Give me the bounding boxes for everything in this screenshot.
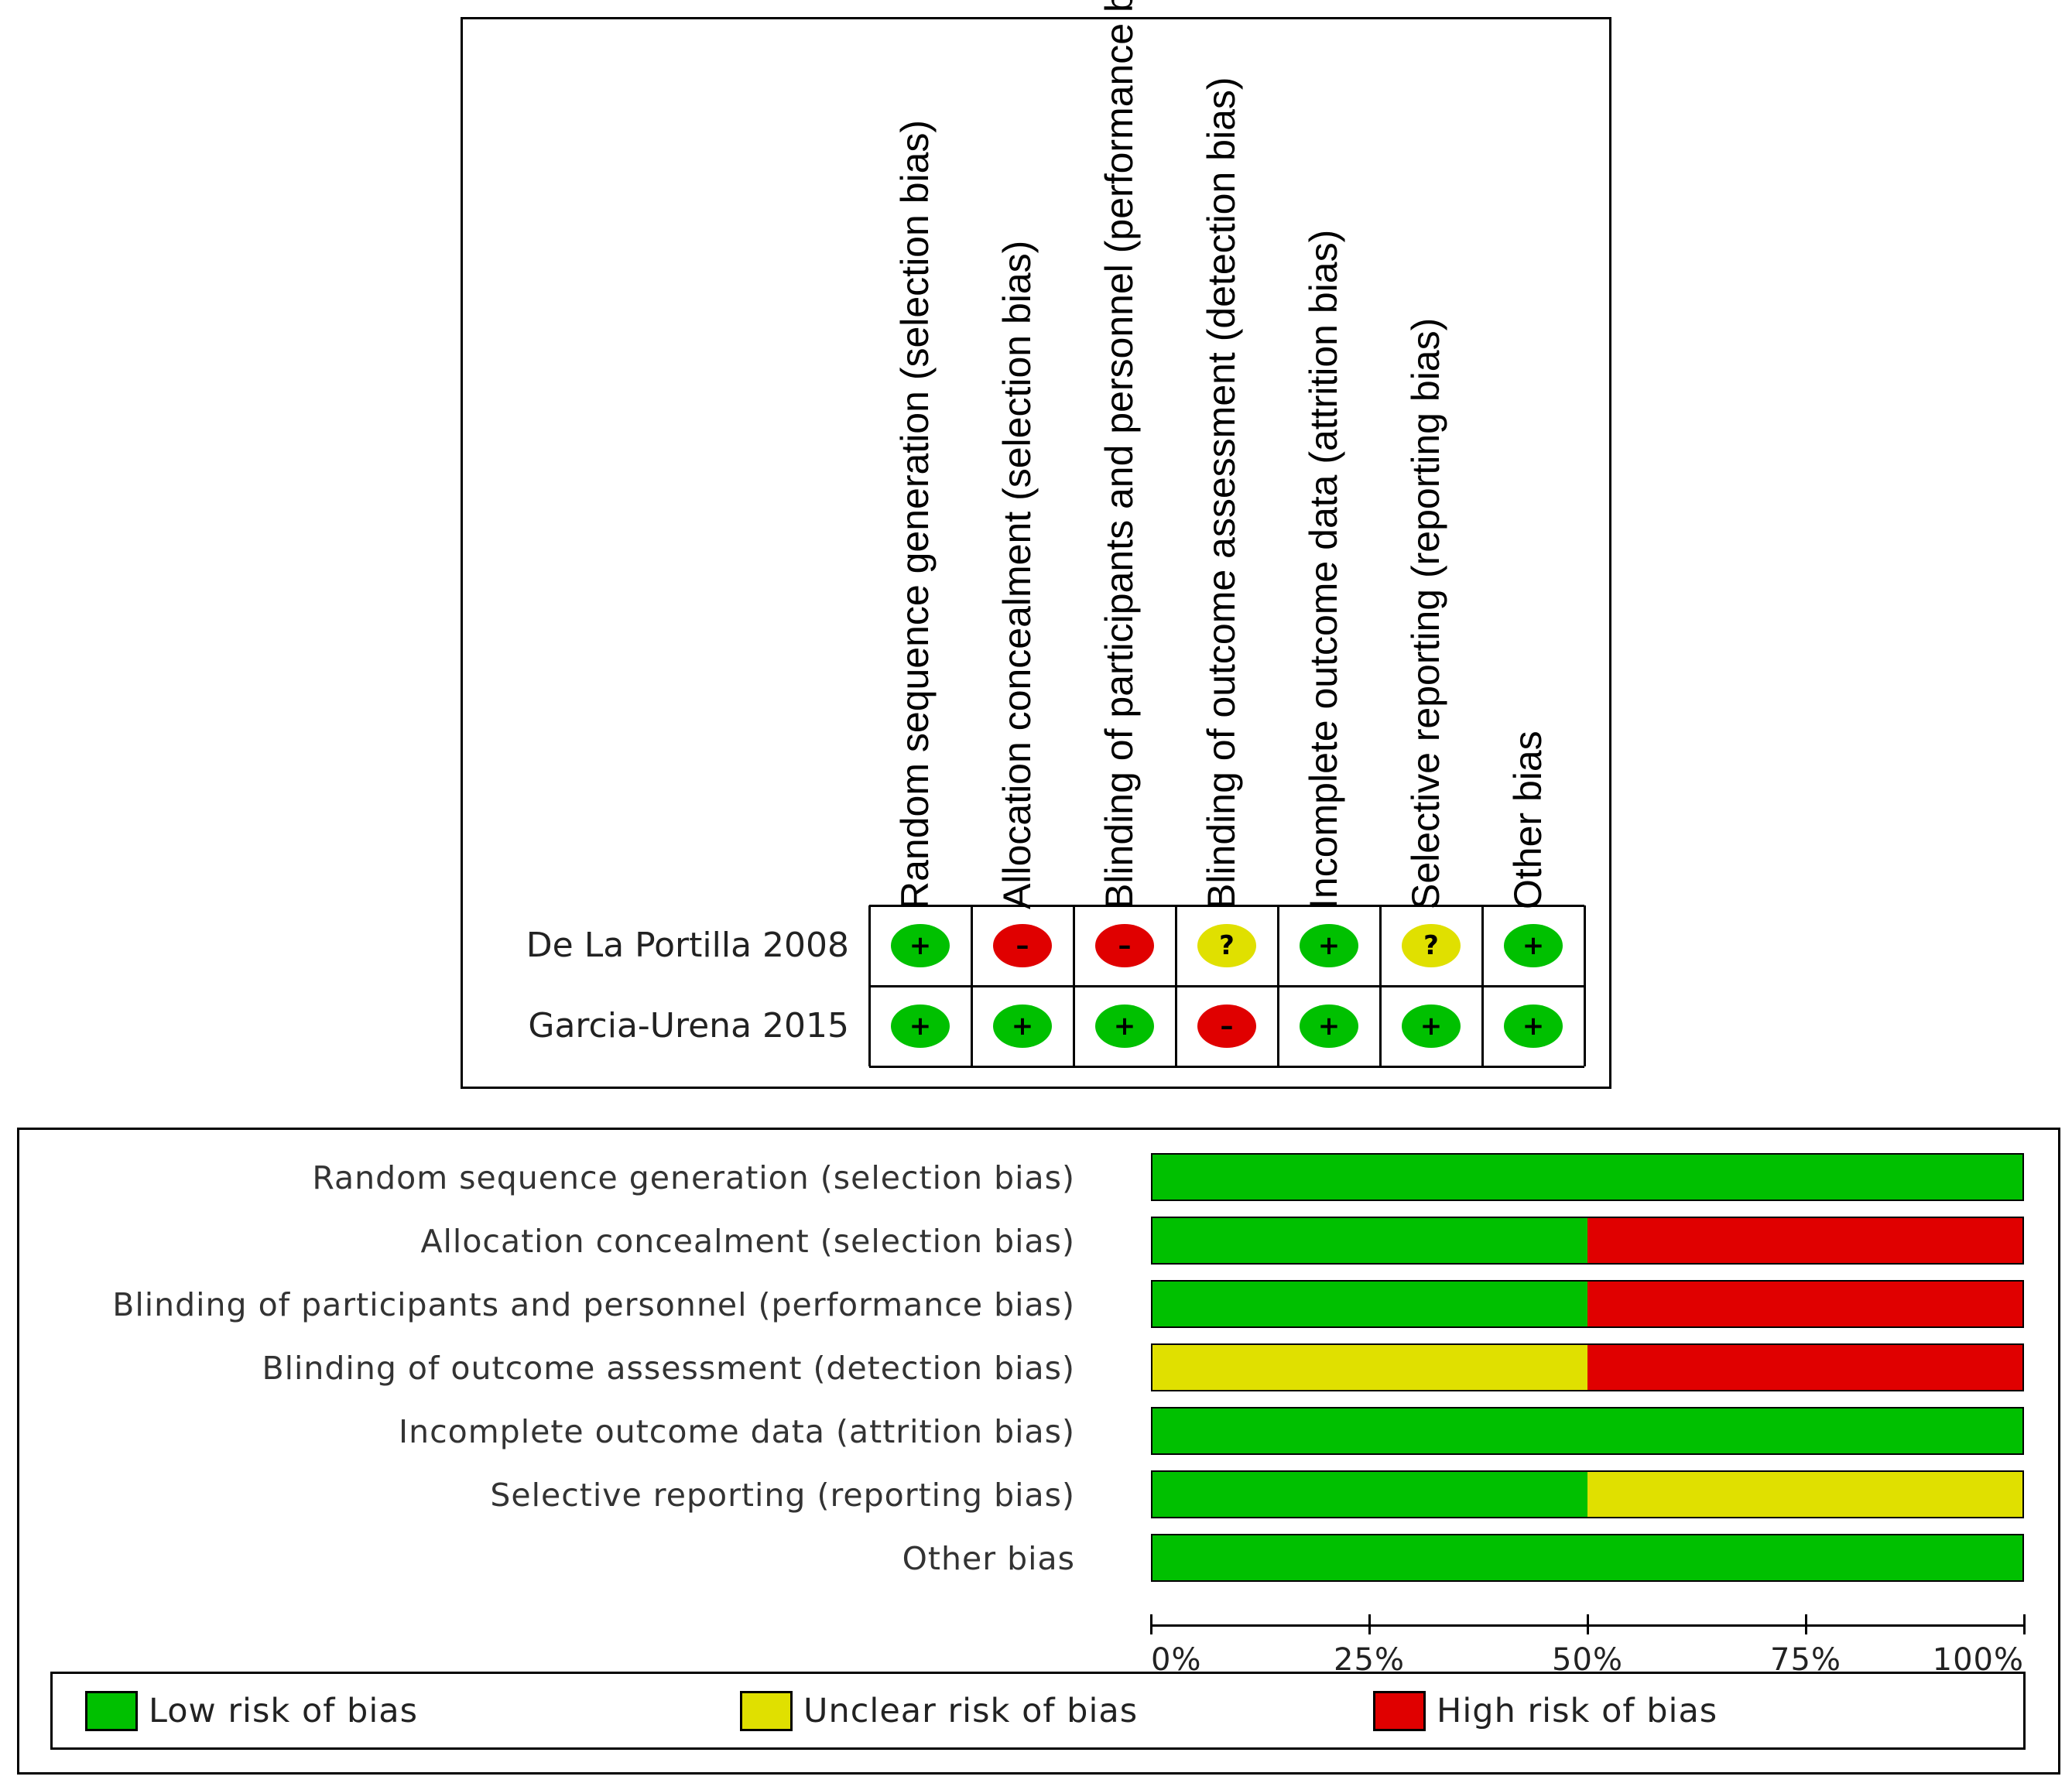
- stacked-bar: [1151, 1153, 2024, 1201]
- legend-swatch-unclear: [740, 1691, 793, 1731]
- bar-segment-low: [1152, 1535, 2022, 1580]
- unclear-risk-icon: ?: [1197, 924, 1256, 967]
- stacked-bar: [1151, 1407, 2024, 1455]
- x-tick: [2023, 1614, 2026, 1634]
- judgement-cell: –: [1176, 986, 1278, 1066]
- category-label: Selective reporting (reporting bias): [490, 1477, 1075, 1514]
- judgement-cell: ?: [1380, 905, 1482, 986]
- legend-swatch-low: [85, 1691, 138, 1731]
- x-tick: [1805, 1614, 1807, 1634]
- column-header-label: Allocation concealment (selection bias): [995, 240, 1039, 909]
- column-header-label: Blinding of outcome assessment (detectio…: [1200, 77, 1243, 909]
- bar-segment-high: [1587, 1345, 2022, 1390]
- low-risk-icon: +: [993, 1005, 1052, 1048]
- judgement-cell: +: [1482, 986, 1584, 1066]
- stacked-bar: [1151, 1470, 2024, 1518]
- risk-of-bias-summary: Random sequence generation (selection bi…: [461, 0, 1611, 1089]
- legend-label-low: Low risk of bias: [149, 1692, 419, 1730]
- bar-segment-high: [1587, 1218, 2022, 1263]
- study-label: De La Portilla 2008: [526, 926, 849, 965]
- category-label: Blinding of outcome assessment (detectio…: [262, 1350, 1075, 1387]
- legend: Low risk of bias Unclear risk of bias Hi…: [50, 1672, 2026, 1750]
- bar-segment-low: [1152, 1155, 2022, 1200]
- risk-of-bias-graph: Random sequence generation (selection bi…: [17, 1128, 2060, 1775]
- column-header: Allocation concealment (selection bias): [995, 19, 1039, 909]
- grid-line: [869, 905, 1584, 907]
- column-header-label: Other bias: [1506, 731, 1550, 909]
- column-header-label: Blinding of participants and personnel (…: [1098, 0, 1141, 909]
- judgement-cell: –: [1074, 905, 1176, 986]
- low-risk-icon: +: [1504, 1005, 1563, 1048]
- bar-segment-unclear: [1152, 1345, 1587, 1390]
- bar-segment-low: [1152, 1282, 1587, 1326]
- legend-label-high: High risk of bias: [1437, 1692, 1718, 1730]
- x-tick: [1368, 1614, 1371, 1634]
- high-risk-icon: –: [1095, 924, 1154, 967]
- legend-swatch-high: [1373, 1691, 1426, 1731]
- bar-segment-low: [1152, 1408, 2022, 1453]
- judgement-cell: –: [971, 905, 1074, 986]
- judgement-cell: +: [1380, 986, 1482, 1066]
- low-risk-icon: +: [1300, 1005, 1358, 1048]
- category-label: Blinding of participants and personnel (…: [112, 1286, 1075, 1323]
- stacked-bar: [1151, 1280, 2024, 1328]
- low-risk-icon: +: [1095, 1005, 1154, 1048]
- legend-item-high: High risk of bias: [1373, 1689, 1718, 1733]
- column-header: Other bias: [1506, 19, 1550, 909]
- category-label: Other bias: [902, 1540, 1075, 1577]
- low-risk-icon: +: [891, 924, 950, 967]
- judgement-cell: +: [869, 905, 971, 986]
- judgement-cell: +: [1278, 905, 1380, 986]
- low-risk-icon: +: [1402, 1005, 1461, 1048]
- bar-segment-low: [1152, 1218, 1587, 1263]
- column-header: Selective reporting (reporting bias): [1404, 19, 1447, 909]
- x-axis: 0% 25% 50% 75% 100%: [1150, 1610, 2026, 1678]
- bar-segment-low: [1152, 1472, 1587, 1517]
- low-risk-icon: +: [1300, 924, 1358, 967]
- judgement-cell: +: [1074, 986, 1176, 1066]
- study-label: Garcia-Urena 2015: [528, 1006, 849, 1046]
- category-label: Allocation concealment (selection bias): [420, 1223, 1075, 1260]
- category-label: Random sequence generation (selection bi…: [312, 1159, 1075, 1196]
- x-tick: [1587, 1614, 1589, 1634]
- stacked-bar: [1151, 1343, 2024, 1391]
- judgement-cell: +: [869, 986, 971, 1066]
- stacked-bar: [1151, 1217, 2024, 1265]
- x-tick: [1150, 1614, 1152, 1634]
- judgement-cell: +: [1482, 905, 1584, 986]
- low-risk-icon: +: [1504, 924, 1563, 967]
- column-header-label: Incomplete outcome data (attrition bias): [1302, 229, 1345, 909]
- judgement-cell: +: [1278, 986, 1380, 1066]
- grid-line: [1584, 905, 1586, 1066]
- category-label: Incomplete outcome data (attrition bias): [399, 1413, 1075, 1450]
- grid-line: [869, 985, 1584, 987]
- legend-item-unclear: Unclear risk of bias: [740, 1689, 1138, 1733]
- column-header: Incomplete outcome data (attrition bias): [1302, 19, 1345, 909]
- column-header-label: Random sequence generation (selection bi…: [893, 119, 937, 909]
- low-risk-icon: +: [891, 1005, 950, 1048]
- unclear-risk-icon: ?: [1402, 924, 1461, 967]
- high-risk-icon: –: [1197, 1005, 1256, 1048]
- stacked-bar: [1151, 1534, 2024, 1582]
- bar-segment-high: [1587, 1282, 2022, 1326]
- legend-item-low: Low risk of bias: [85, 1689, 418, 1733]
- judgement-cell: ?: [1176, 905, 1278, 986]
- column-header-label: Selective reporting (reporting bias): [1404, 317, 1447, 909]
- judgement-cell: +: [971, 986, 1074, 1066]
- grid-line: [869, 1066, 1584, 1068]
- column-header: Random sequence generation (selection bi…: [893, 19, 937, 909]
- high-risk-icon: –: [993, 924, 1052, 967]
- bar-segment-unclear: [1587, 1472, 2022, 1517]
- legend-label-unclear: Unclear risk of bias: [803, 1692, 1139, 1730]
